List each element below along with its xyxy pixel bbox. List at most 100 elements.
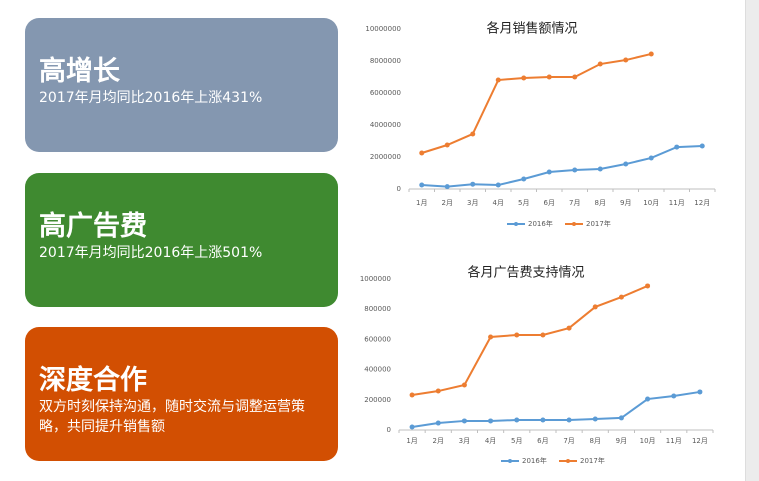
panel-title: 高广告费 [39, 211, 147, 242]
x-tick-label: 7月 [569, 199, 580, 207]
data-point [572, 167, 578, 173]
panel-title: 高增长 [39, 56, 120, 87]
y-tick-label: 8000000 [370, 57, 401, 65]
legend-label: 2017年 [586, 219, 611, 228]
y-tick-label: 800000 [364, 305, 391, 313]
legend-marker [508, 459, 512, 463]
data-point [645, 396, 651, 402]
x-tick-label: 9月 [616, 437, 627, 445]
data-point [521, 75, 527, 81]
side-strip [745, 0, 759, 481]
x-tick-label: 1月 [416, 199, 427, 207]
legend-marker [572, 222, 576, 226]
data-point [623, 57, 629, 63]
x-tick-label: 4月 [493, 199, 504, 207]
series-line [421, 52, 652, 154]
data-point [444, 184, 450, 190]
x-tick-label: 10月 [640, 437, 656, 445]
panel-subtitle: 2017年月均同比2016年上涨501% [39, 245, 263, 261]
x-tick-label: 11月 [666, 437, 682, 445]
x-tick-label: 5月 [511, 437, 522, 445]
panel: 深度合作 双方时刻保持沟通，随时交流与调整运营策略，共同提升销售额 [25, 327, 338, 461]
data-point [409, 392, 415, 398]
y-tick-label: 1000000 [360, 275, 391, 283]
x-tick-label: 6月 [537, 437, 548, 445]
x-tick-label: 6月 [544, 199, 555, 207]
data-point [699, 143, 705, 149]
data-point [546, 74, 552, 80]
data-point [648, 155, 654, 161]
data-point [618, 415, 624, 421]
series-line [411, 390, 701, 428]
legend-label: 2016年 [528, 219, 553, 228]
legend-marker [566, 459, 570, 463]
data-point [470, 181, 476, 187]
data-point [488, 418, 494, 424]
y-tick-label: 400000 [364, 366, 391, 374]
x-tick-label: 3月 [459, 437, 470, 445]
chart-title: 各月广告费支持情况 [467, 265, 584, 281]
y-tick-label: 10000000 [365, 25, 401, 33]
x-tick-label: 12月 [694, 199, 710, 207]
legend-label: 2016年 [522, 456, 547, 465]
data-point [645, 283, 651, 289]
data-point [419, 150, 425, 156]
data-point [435, 420, 441, 426]
data-point [572, 74, 578, 80]
x-tick-label: 5月 [518, 199, 529, 207]
data-point [546, 169, 552, 175]
data-point [540, 332, 546, 338]
data-point [592, 304, 598, 310]
x-tick-label: 12月 [692, 437, 708, 445]
y-tick-label: 0 [387, 426, 391, 434]
x-tick-label: 7月 [563, 437, 574, 445]
x-tick-label: 4月 [485, 437, 496, 445]
data-point [540, 417, 546, 423]
data-point [566, 325, 572, 331]
data-point [671, 393, 677, 399]
data-point [419, 182, 425, 188]
data-point [435, 388, 441, 394]
data-point [521, 176, 527, 182]
data-point [461, 418, 467, 424]
data-point [597, 61, 603, 67]
series-line [411, 285, 648, 396]
y-tick-label: 2000000 [370, 153, 401, 161]
x-tick-label: 11月 [669, 199, 685, 207]
y-tick-label: 6000000 [370, 89, 401, 97]
data-point [597, 166, 603, 172]
x-tick-label: 9月 [620, 199, 631, 207]
data-point [409, 424, 415, 430]
data-point [470, 131, 476, 137]
x-tick-label: 2月 [442, 199, 453, 207]
y-tick-label: 4000000 [370, 121, 401, 129]
data-point [488, 334, 494, 340]
data-point [461, 382, 467, 388]
panel-subtitle: 2017年月均同比2016年上涨431% [39, 90, 263, 106]
x-tick-label: 8月 [590, 437, 601, 445]
panel-subtitle: 双方时刻保持沟通，随时交流与调整运营策略，共同提升销售额 [39, 399, 305, 435]
x-tick-label: 3月 [467, 199, 478, 207]
legend-marker [514, 222, 518, 226]
chart-title: 各月销售额情况 [486, 21, 577, 37]
data-point [566, 417, 572, 423]
panel-title: 深度合作 [39, 365, 147, 396]
x-tick-label: 2月 [433, 437, 444, 445]
data-point [444, 142, 450, 148]
y-tick-label: 0 [397, 185, 401, 193]
data-point [495, 182, 501, 188]
data-point [514, 332, 520, 338]
data-point [514, 417, 520, 423]
data-point [592, 416, 598, 422]
data-point [648, 51, 654, 57]
data-point [697, 389, 703, 395]
y-tick-label: 600000 [364, 335, 391, 343]
legend-label: 2017年 [580, 456, 605, 465]
series-line [421, 144, 703, 188]
x-tick-label: 8月 [595, 199, 606, 207]
data-point [674, 144, 680, 150]
panel: 高增长 2017年月均同比2016年上涨431% [25, 18, 338, 152]
x-tick-label: 10月 [643, 199, 659, 207]
